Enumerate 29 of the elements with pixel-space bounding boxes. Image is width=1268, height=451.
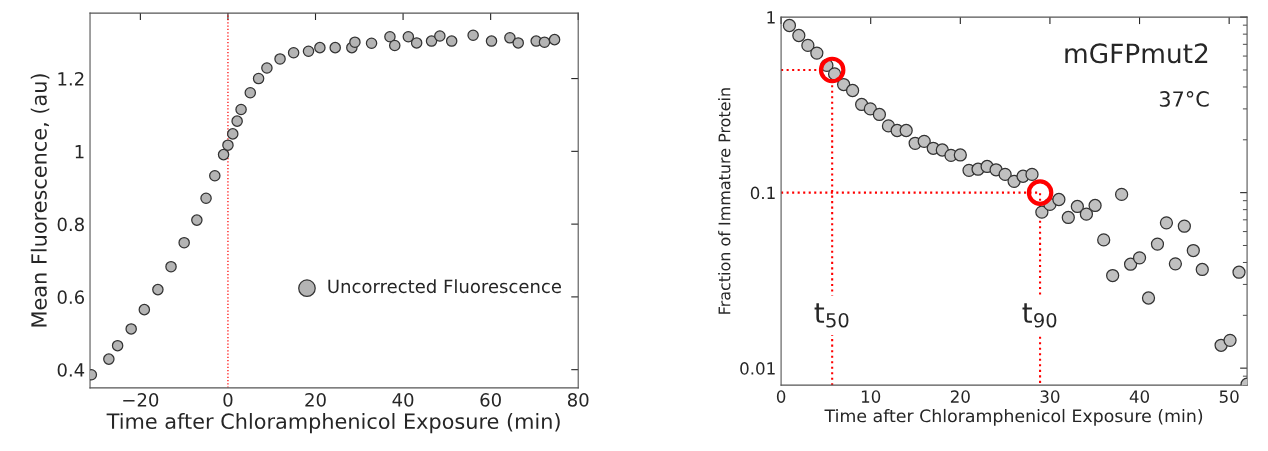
x-tick-label: 0	[776, 390, 786, 403]
x-tick-label: 40	[392, 393, 414, 407]
x-tick-label: 20	[950, 390, 970, 403]
x-tick-label: 20	[305, 393, 326, 407]
annotation: t$_{50}$	[814, 303, 849, 328]
x-tick-label: 10	[861, 390, 881, 403]
x-tick-label: 50	[1219, 390, 1239, 403]
x-tick-label: −20	[123, 393, 159, 407]
x-tick-label: 80	[567, 393, 589, 407]
x-tick-label: 40	[1129, 390, 1150, 403]
x-axis-title: Time after Chloramphenicol Exposure (min)	[106, 412, 560, 434]
y-axis-title: Mean Fluorescence, (au)	[30, 74, 50, 327]
x-tick-label: 30	[1040, 390, 1060, 403]
legend-label: Uncorrected Fluorescence	[328, 279, 561, 294]
y-tick-label: 0.01	[740, 362, 775, 375]
y-tick-label: 0.8	[57, 217, 84, 232]
x-tick-label: 60	[480, 393, 501, 407]
annotation: t$_{90}$	[1022, 303, 1057, 328]
y-axis-title: Fraction of Immature Protein	[718, 88, 731, 314]
y-tick-label: 1	[75, 145, 84, 159]
y-tick-label: 0.6	[57, 290, 85, 305]
y-tick-label: 1.2	[58, 72, 84, 86]
annotation: 37°C	[1159, 91, 1209, 107]
annotation: mGFPmut2	[1065, 43, 1208, 64]
y-tick-label: 0.4	[57, 363, 85, 377]
x-tick-label: 0	[223, 393, 233, 407]
y-tick-label: 1	[767, 11, 775, 24]
x-axis-title: Time after Chloramphenicol Exposure (min)	[824, 408, 1203, 426]
y-tick-label: 0.1	[750, 186, 775, 200]
